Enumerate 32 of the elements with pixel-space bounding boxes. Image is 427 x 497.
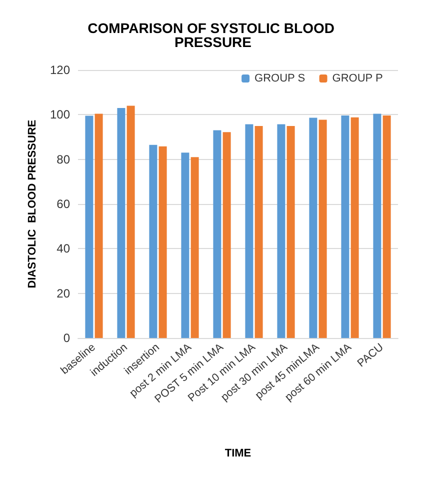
legend-label: GROUP P [332,72,383,84]
y-tick-label: 80 [56,152,70,166]
bar [117,108,126,338]
y-tick-label: 40 [56,242,70,256]
bar [309,118,318,338]
bar [149,144,158,338]
chart-title: COMPARISON OF SYSTOLIC BLOOD PRESSURE [88,20,338,50]
bar [245,124,254,338]
bar [158,146,167,338]
y-tick-label: 120 [50,63,70,77]
bar [318,120,327,338]
bar [286,126,295,338]
bar [126,106,135,338]
y-tick-label: 100 [50,108,70,122]
bar [373,114,382,338]
bar [222,132,231,338]
y-tick-label: 0 [63,331,70,345]
bar [277,124,286,338]
bar [181,152,190,338]
bar [190,157,199,338]
y-tick-label: 60 [56,197,70,211]
y-axis-title: DIASTOLIC BLOOD PRESSURE [26,120,38,288]
bar [341,116,350,338]
bar [350,117,359,338]
x-axis-title: TIME [224,448,252,460]
bar [213,130,222,338]
y-tick-label: 20 [56,286,70,300]
bar [382,116,391,338]
bar [94,114,103,338]
bar [254,126,263,338]
bar [85,116,94,338]
legend-label: GROUP S [254,72,306,84]
